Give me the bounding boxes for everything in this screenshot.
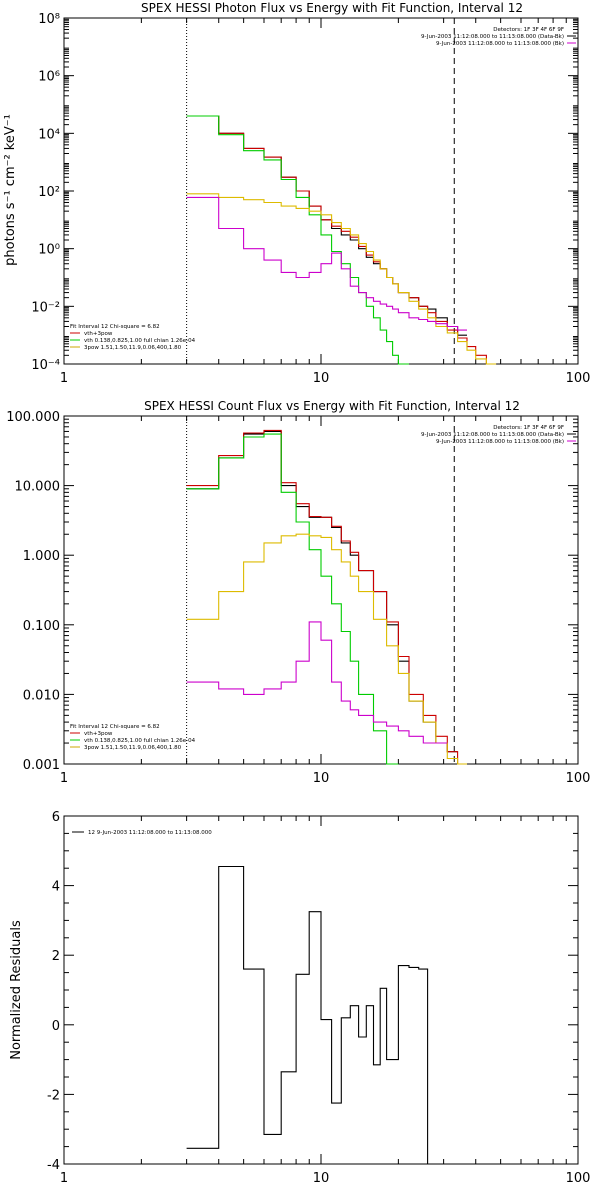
residuals-ytick-label: -2	[47, 1088, 60, 1103]
count-flux-vlines	[186, 416, 455, 764]
count-flux-legend-entry: Fit Interval 12 Chi-square = 6.82	[70, 724, 160, 730]
photon-flux-legend-entry: vth+3pow	[84, 331, 113, 337]
count-flux-legend: Detectors: 1F 3F 4F 6F 9F9-Jun-2003 11:1…	[70, 425, 576, 751]
residuals-ylabel: Normalized Residuals	[9, 920, 24, 1060]
photon-flux-series-line	[186, 115, 467, 336]
count-flux-ytick-label: 0.100	[23, 619, 60, 634]
count-flux-panel: SPEX HESSI Count Flux vs Energy with Fit…	[6, 399, 590, 786]
count-flux-series-line	[186, 621, 448, 744]
photon-flux-series-line	[186, 115, 497, 365]
count-flux-legend-entry: vth+3pow	[84, 731, 113, 737]
count-flux-title: SPEX HESSI Count Flux vs Energy with Fit…	[144, 399, 520, 413]
photon-flux-ytick-label: 10⁰	[38, 243, 60, 258]
count-flux-xtick-label: 10	[313, 771, 330, 786]
photon-flux-xtick-label: 1	[60, 371, 68, 386]
count-flux-series-line	[186, 533, 467, 765]
count-flux-ytick-label: 0.010	[23, 688, 60, 703]
photon-flux-ytick-label: 10⁻⁴	[31, 358, 60, 373]
count-flux-ytick-label: 0.001	[23, 758, 60, 773]
count-flux-legend-entry: 9-Jun-2003 11:12:08.000 to 11:13:08.000 …	[421, 432, 564, 438]
residuals-series	[186, 865, 436, 1165]
photon-flux-ticks: 1 10 100 10⁻⁴ 10⁻² 10⁰ 10² 10⁴ 10⁶ 10⁸	[31, 12, 590, 386]
count-flux-series-line	[186, 429, 467, 765]
photon-flux-xtick-label: 10	[313, 371, 330, 386]
residuals-series-line	[186, 865, 436, 1165]
photon-flux-ytick-label: 10⁸	[38, 12, 60, 27]
photon-flux-title: SPEX HESSI Photon Flux vs Energy with Fi…	[141, 1, 523, 15]
count-flux-series-line	[186, 433, 399, 765]
residuals-xtick-label: 1	[60, 1171, 68, 1186]
count-flux-plot-area	[63, 415, 579, 765]
residuals-xtick-label: 100	[566, 1171, 591, 1186]
photon-flux-series	[186, 115, 497, 365]
photon-flux-series-line	[186, 196, 467, 331]
residuals-ytick-label: 6	[52, 810, 60, 825]
residuals-legend-entry: 12 9-Jun-2003 11:12:08.000 to 11:13:08.0…	[88, 830, 212, 836]
count-flux-legend-entry: Detectors: 1F 3F 4F 6F 9F	[493, 425, 564, 431]
photon-flux-legend-entry: 9-Jun-2003 11:12:08.000 to 11:13:08.000 …	[436, 41, 564, 47]
count-flux-ticks: 1 10 100 0.001 0.010 0.100 1.000 10.000 100.000	[6, 410, 590, 786]
photon-flux-panel: SPEX HESSI Photon Flux vs Energy with Fi…	[3, 1, 590, 386]
count-flux-legend-entry: 3pow 1.51,1.50,11.9,0.06,400,1.80	[84, 745, 182, 751]
photon-flux-legend: Detectors: 1F 3F 4F 6F 9F9-Jun-2003 11:1…	[70, 27, 576, 351]
residuals-ytick-label: 4	[52, 880, 60, 895]
residuals-xtick-label: 10	[313, 1171, 330, 1186]
residuals-legend: 12 9-Jun-2003 11:12:08.000 to 11:13:08.0…	[72, 830, 212, 836]
photon-flux-plot-area	[63, 17, 579, 365]
count-flux-legend-entry: vth 0.138,0.825,1.00 full chian 1.26e-04	[84, 738, 196, 744]
residuals-ticks: 1 10 100 -4 -2 0 2 4 6	[47, 810, 590, 1186]
residuals-panel: Normalized Residuals 1 10 100 -4 -2 0 2 4 6 12 9…	[9, 810, 590, 1186]
photon-flux-ytick-label: 10²	[38, 185, 60, 200]
photon-flux-legend-entry: Fit Interval 12 Chi-square = 6.82	[70, 324, 160, 330]
count-flux-legend-entry: 9-Jun-2003 11:12:08.000 to 11:13:08.000 …	[436, 439, 564, 445]
photon-flux-ytick-label: 10⁴	[38, 127, 60, 142]
count-flux-ytick-label: 100.000	[6, 410, 60, 425]
photon-flux-series-line	[186, 115, 409, 365]
count-flux-ytick-label: 1.000	[23, 549, 60, 564]
photon-flux-ytick-label: 10⁻²	[31, 300, 60, 315]
count-flux-series	[186, 429, 467, 765]
photon-flux-ylabel: photons s⁻¹ cm⁻² keV⁻¹	[3, 114, 18, 266]
photon-flux-legend-entry: 9-Jun-2003 11:12:08.000 to 11:13:08.000 …	[421, 34, 564, 40]
count-flux-xtick-label: 1	[60, 771, 68, 786]
count-flux-ytick-label: 10.000	[15, 480, 61, 495]
photon-flux-legend-entry: 3pow 1.51,1.50,11.9,0.06,400,1.80	[84, 345, 182, 351]
residuals-ytick-label: -4	[47, 1158, 60, 1173]
photon-flux-xtick-label: 100	[566, 371, 591, 386]
residuals-ytick-label: 0	[52, 1019, 60, 1034]
photon-flux-series-line	[186, 193, 497, 365]
photon-flux-legend-entry: Detectors: 1F 3F 4F 6F 9F	[493, 27, 564, 33]
residuals-ytick-label: 2	[52, 949, 60, 964]
photon-flux-vlines	[186, 18, 455, 364]
photon-flux-ytick-label: 10⁶	[38, 70, 60, 85]
count-flux-xtick-label: 100	[566, 771, 591, 786]
photon-flux-legend-entry: vth 0.138,0.825,1.00 full chian 1.26e-04	[84, 338, 196, 344]
